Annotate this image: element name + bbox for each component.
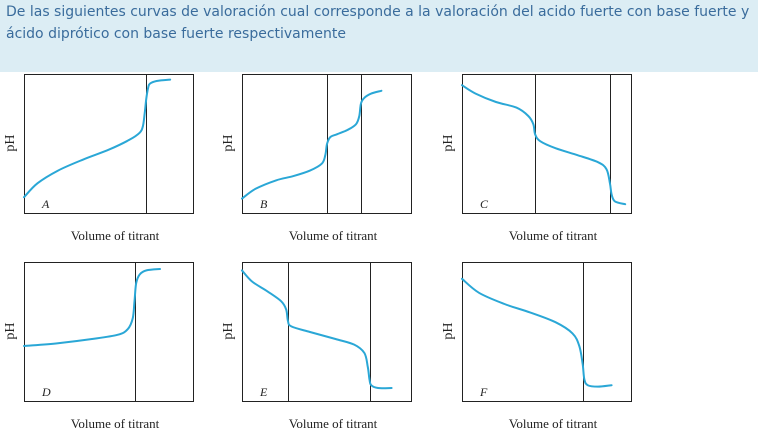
titration-curve-c — [461, 84, 627, 206]
chart-svg-a: A — [23, 74, 194, 214]
xlabel-f: Volume of titrant — [508, 416, 598, 431]
ylabel-d: pH — [3, 322, 18, 340]
plot-frame — [462, 74, 632, 214]
plot-area-c: C — [461, 74, 632, 214]
plot-area-a: A — [23, 74, 194, 214]
titration-figure: pH A Volume of titrant pH B Volume of titran… — [0, 72, 758, 438]
xlabel-c: Volume of titrant — [508, 228, 598, 243]
xlabel-a: Volume of titrant — [70, 228, 160, 243]
xlabel-e: Volume of titrant — [288, 416, 378, 431]
titration-curve-e — [241, 269, 393, 390]
chart-svg-e: E — [241, 262, 412, 402]
chart-svg-b: B — [241, 74, 412, 214]
ylabel-c: pH — [441, 134, 456, 152]
panel-letter-d: D — [41, 385, 51, 399]
titration-curve-f — [461, 277, 613, 388]
ylabel-b: pH — [221, 134, 236, 152]
chart-svg-f: F — [461, 262, 632, 402]
plot-area-e: E — [241, 262, 412, 402]
plot-frame — [242, 262, 412, 402]
panel-letter-a: A — [41, 197, 50, 211]
titration-curve-a — [23, 78, 172, 199]
plot-frame — [24, 262, 194, 402]
panel-letter-e: E — [259, 385, 268, 399]
plot-frame — [462, 262, 632, 402]
xlabel-d: Volume of titrant — [70, 416, 160, 431]
ylabel-f: pH — [441, 322, 456, 340]
titration-curve-b — [241, 89, 383, 200]
xlabel-b: Volume of titrant — [288, 228, 378, 243]
chart-svg-d: D — [23, 262, 194, 402]
ylabel-a: pH — [3, 134, 18, 152]
panel-letter-c: C — [480, 197, 489, 211]
chart-svg-c: C — [461, 74, 632, 214]
panel-letter-b: B — [260, 197, 268, 211]
plot-area-b: B — [241, 74, 412, 214]
plot-frame — [24, 74, 194, 214]
plot-area-f: F — [461, 262, 632, 402]
question-panel: De las siguientes curvas de valoración c… — [0, 0, 758, 72]
ylabel-e: pH — [221, 322, 236, 340]
titration-curve-d — [23, 268, 161, 347]
panel-letter-f: F — [479, 385, 488, 399]
question-text: De las siguientes curvas de valoración c… — [6, 4, 750, 42]
plot-area-d: D — [23, 262, 194, 402]
